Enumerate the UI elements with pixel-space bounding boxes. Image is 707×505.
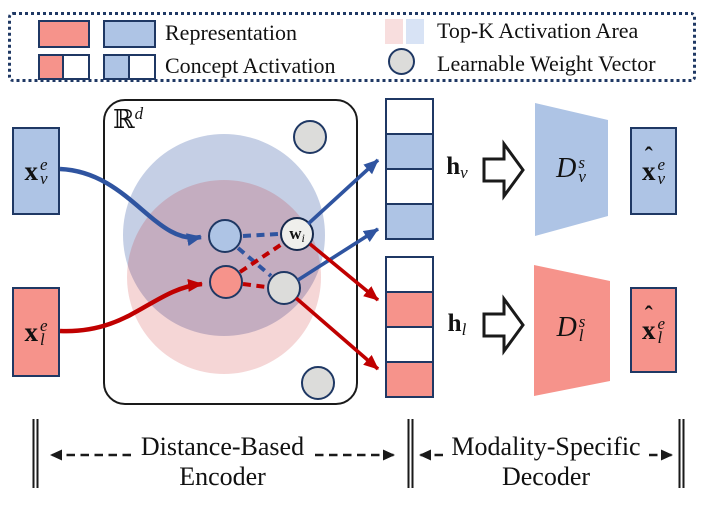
weight-vector-node-wi: wi bbox=[280, 217, 314, 251]
block-arrow-vision-icon bbox=[482, 139, 525, 201]
decoder-caption-line2: Decoder bbox=[501, 462, 591, 491]
representation-swatch-vision bbox=[103, 20, 156, 48]
decoder-caption: Modality-Specific Decoder bbox=[413, 432, 679, 492]
concept-activation-half-blue bbox=[105, 56, 130, 78]
hl-cell bbox=[387, 363, 432, 396]
hv-label: hv bbox=[446, 153, 468, 182]
weight-vector-node-mid bbox=[267, 271, 301, 305]
weight-vector-node-bottom bbox=[301, 366, 335, 400]
language-concept-node bbox=[209, 265, 243, 299]
hv-cell bbox=[387, 100, 432, 135]
hl-cell bbox=[387, 258, 432, 293]
activation-vector-hv bbox=[385, 98, 434, 240]
concept-activation-half-red bbox=[40, 56, 64, 78]
legend-label-learnable: Learnable Weight Vector bbox=[437, 51, 656, 76]
learnable-weight-icon bbox=[388, 48, 415, 75]
hl-cell bbox=[387, 328, 432, 363]
hl-cell bbox=[387, 293, 432, 328]
legend-label-concept-activation: Concept Activation bbox=[165, 53, 336, 78]
vision-concept-node bbox=[208, 219, 242, 253]
legend-label-topk: Top-K Activation Area bbox=[437, 18, 639, 43]
encoder-caption-line2: Encoder bbox=[179, 462, 266, 491]
wi-label: wi bbox=[289, 223, 305, 245]
activation-vector-hl bbox=[385, 256, 434, 398]
block-arrow-language-icon bbox=[482, 294, 525, 356]
latent-space-label: ℝd bbox=[113, 104, 144, 135]
hv-cell bbox=[387, 135, 432, 170]
encoder-caption: Distance-Based Encoder bbox=[37, 432, 408, 492]
legend-box: Representation Concept Activation Top-K … bbox=[8, 12, 696, 82]
encoder-caption-line1: Distance-Based bbox=[140, 432, 305, 461]
weight-vector-node-top bbox=[293, 120, 327, 154]
hv-cell bbox=[387, 170, 432, 205]
hv-cell bbox=[387, 205, 432, 238]
topk-area-swatch-blue bbox=[406, 19, 424, 44]
concept-activation-swatch-language bbox=[38, 54, 90, 80]
legend-label-representation: Representation bbox=[165, 20, 297, 45]
topk-area-swatch-pink bbox=[385, 19, 403, 44]
hl-label: hl bbox=[447, 310, 467, 339]
concept-activation-swatch-vision bbox=[103, 54, 156, 80]
decoder-caption-line1: Modality-Specific bbox=[451, 432, 641, 461]
representation-swatch-language bbox=[38, 20, 90, 48]
